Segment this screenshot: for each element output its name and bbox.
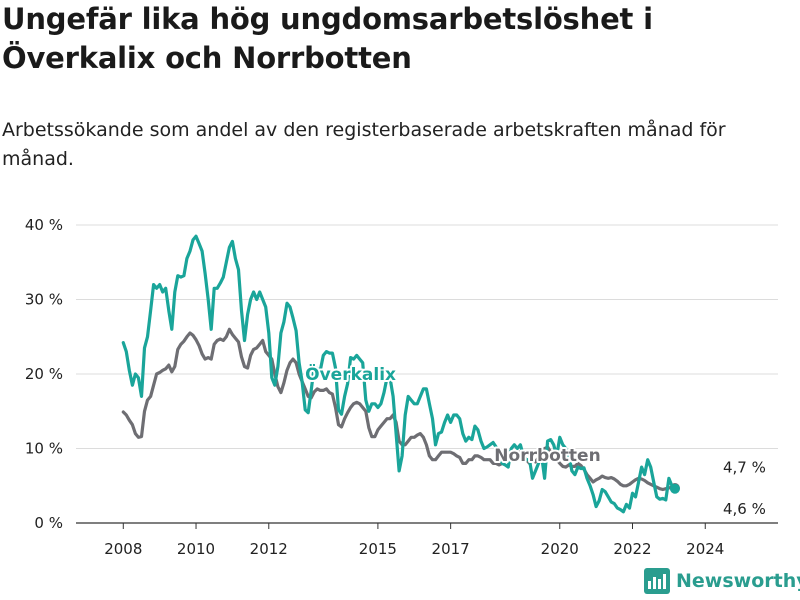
x-tick-label: 2020: [541, 540, 579, 558]
series-label-overkalix: Överkalix: [305, 363, 396, 385]
x-tick-label: 2024: [686, 540, 724, 558]
chart-subtitle: Arbetssökande som andel av den registerb…: [2, 119, 726, 170]
y-tick-label: 10 %: [25, 440, 63, 458]
x-tick-label: 2022: [613, 540, 651, 558]
newsworthy-logo-text: Newsworthy: [676, 570, 800, 592]
x-tick-label: 2010: [177, 540, 215, 558]
series-lines: [121, 234, 680, 514]
end-value-label-overkalix: 4,6 %: [723, 500, 766, 518]
chart-title: Ungefär lika hög ungdomsarbetslöshet i Ö…: [2, 2, 653, 75]
series-label-norrbotten: Norrbotten: [494, 446, 600, 466]
end-value-label-norrbotten: 4,7 %: [723, 458, 766, 476]
newsworthy-logo: Newsworthy: [644, 568, 800, 594]
grid-lines: [76, 224, 778, 524]
y-tick-label: 40 %: [25, 216, 63, 234]
newsworthy-logo-icon: [644, 568, 670, 594]
x-tick-label: 2012: [250, 540, 288, 558]
y-tick-label: 0 %: [34, 514, 63, 532]
chart-labels: Överkalix Norrbotten 4,7 % 4,6 %: [303, 361, 766, 518]
y-tick-label: 30 %: [25, 291, 63, 309]
y-axis: 0 % 10 % 20 % 30 % 40 %: [25, 216, 63, 532]
x-tick-label: 2017: [432, 540, 470, 558]
x-tick-label: 2008: [104, 540, 142, 558]
x-axis: 2008 2010 2012 2015 2017 2020 2022 2024: [104, 523, 724, 558]
y-tick-label: 20 %: [25, 365, 63, 383]
x-tick-label: 2015: [359, 540, 397, 558]
series-end-point-overkalix: [669, 483, 680, 494]
series-line-overkalix: [121, 234, 677, 514]
